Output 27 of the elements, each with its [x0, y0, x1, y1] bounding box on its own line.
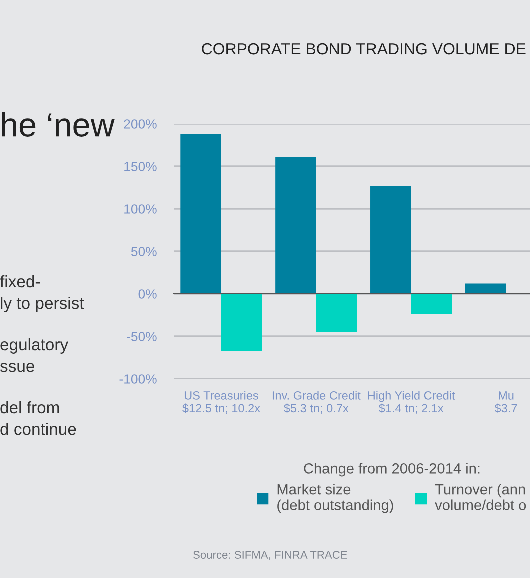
- text: del from d continue: [0, 401, 76, 436]
- y-tick-label: 50%: [131, 247, 157, 256]
- y-tick-label: 150%: [124, 162, 157, 172]
- y-tick-label: 200%: [124, 120, 157, 129]
- x-tick-label: US Treasuries $12.5 tn; 10.2x: [182, 391, 260, 414]
- y-tick-label: -50%: [127, 332, 157, 342]
- bar: [180, 134, 222, 294]
- source-note: Source: SIFMA, FINRA TRACE: [194, 551, 348, 560]
- x-tick-label: High Yield Credit $1.4 tn; 2.1x: [368, 391, 456, 414]
- bar: [411, 294, 452, 314]
- bar: [316, 294, 358, 332]
- x-tick-label: Inv. Grade Credit $5.3 tn; 0.7x: [272, 391, 361, 414]
- bar: [276, 157, 316, 294]
- text: egulatory ssue: [0, 338, 69, 372]
- legend-label: Market size (debt outstanding): [278, 484, 394, 514]
- bar: [465, 284, 506, 294]
- chart-title: CORPORATE BOND TRADING VOLUME DE: [202, 43, 526, 55]
- text: fixed- ly to persist: [0, 275, 84, 313]
- bar: [370, 186, 412, 294]
- y-tick-label: -100%: [120, 374, 157, 384]
- text: he ‘new: [2, 112, 115, 137]
- y-tick-label: 100%: [124, 204, 157, 214]
- legend-label: Turnover (ann volume/debt o: [435, 484, 526, 510]
- y-tick-label: 0%: [138, 290, 157, 299]
- bar: [221, 294, 262, 351]
- legend-title: Change from 2006-2014 in:: [304, 463, 480, 477]
- x-tick-label: Mu $3.7: [494, 392, 518, 414]
